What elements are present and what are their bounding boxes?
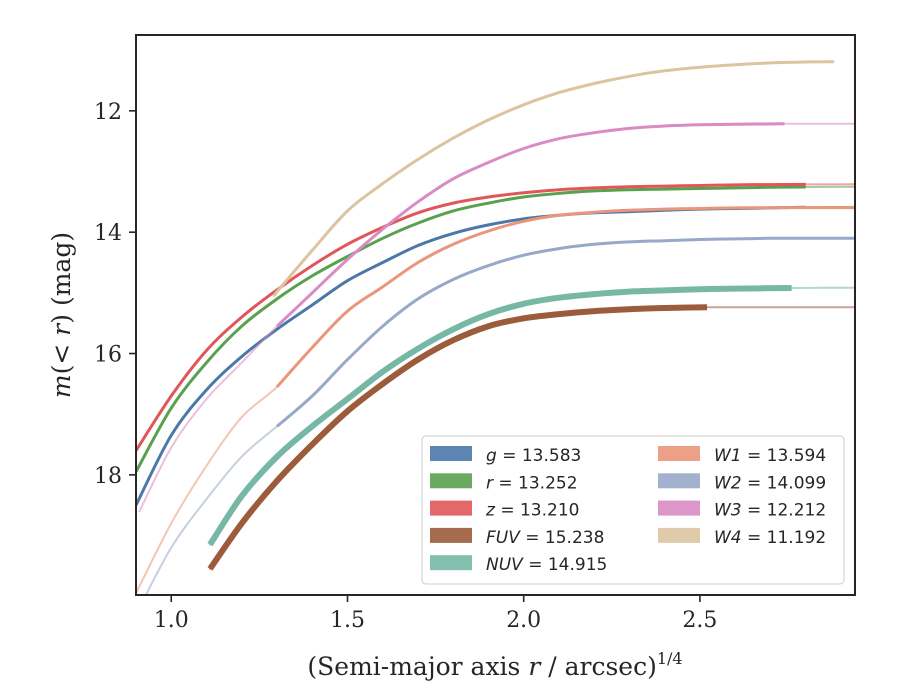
series-r-line xyxy=(136,185,855,473)
legend-w4-swatch xyxy=(658,527,700,543)
x-tick-label: 2.0 xyxy=(506,608,541,633)
legend-nuv-label: NUV = 14.915 xyxy=(486,555,607,575)
series-nuv-line xyxy=(207,285,855,547)
legend-g-swatch xyxy=(430,446,472,461)
series-nuv-solid-line xyxy=(207,285,792,547)
plot-frame xyxy=(135,34,856,596)
series-w3-solid-line xyxy=(275,122,785,328)
tick-layer: 1.0 1.5 2.0 2.5 12 14 16 18 xyxy=(94,100,717,633)
series-fuv-line xyxy=(207,304,855,571)
series-w3-line xyxy=(138,122,855,513)
legend-fuv-label: FUV = 15.238 xyxy=(486,528,604,548)
legend-w1-swatch xyxy=(658,446,700,461)
series-fuv-solid-line xyxy=(207,304,708,571)
series-w2-solid-line xyxy=(276,236,855,428)
series-w1-solid-line xyxy=(275,206,855,388)
y-tick-label: 12 xyxy=(94,100,122,125)
y-tick-label: 14 xyxy=(94,221,122,246)
series-w4-solid-line xyxy=(272,60,834,297)
legend-w3-label: W3 = 12.212 xyxy=(714,501,826,521)
series-layer xyxy=(136,60,855,595)
x-tick-label: 1.5 xyxy=(330,608,365,633)
series-z-solid-line xyxy=(136,182,806,452)
legend-fuv-swatch xyxy=(430,527,472,543)
series-w4-line xyxy=(272,60,835,297)
series-w1-line xyxy=(136,206,855,595)
x-tick-label: 2.5 xyxy=(682,608,717,633)
series-z-line xyxy=(136,182,855,452)
y-axis-label: m(< r) (mag) xyxy=(47,232,76,398)
legend: g = 13.583 r = 13.252 z = 13.210 FUV = 15.2… xyxy=(421,435,845,585)
legend-z-swatch xyxy=(430,500,472,516)
x-axis-label: (Semi-major axis r / arcsec)1/4 xyxy=(307,649,682,681)
legend-w4-label: W4 = 11.192 xyxy=(714,528,826,548)
legend-g-label: g = 13.583 xyxy=(486,446,581,466)
legend-w3-swatch xyxy=(658,500,700,516)
legend-z-label: z = 13.210 xyxy=(485,501,579,521)
legend-r-swatch xyxy=(430,473,472,489)
legend-nuv-swatch xyxy=(430,555,472,571)
y-tick-label: 16 xyxy=(94,343,122,368)
legend-r-label: r = 13.252 xyxy=(486,473,578,493)
series-r-solid-line xyxy=(136,185,806,473)
series-w2-line xyxy=(144,236,855,595)
legend-w1-label: W1 = 13.594 xyxy=(714,446,826,466)
legend-w2-swatch xyxy=(658,473,700,489)
x-tick-label: 1.0 xyxy=(154,608,189,633)
legend-w2-label: W2 = 14.099 xyxy=(714,473,826,493)
legend-box xyxy=(421,435,845,585)
y-tick-label: 18 xyxy=(94,464,122,489)
